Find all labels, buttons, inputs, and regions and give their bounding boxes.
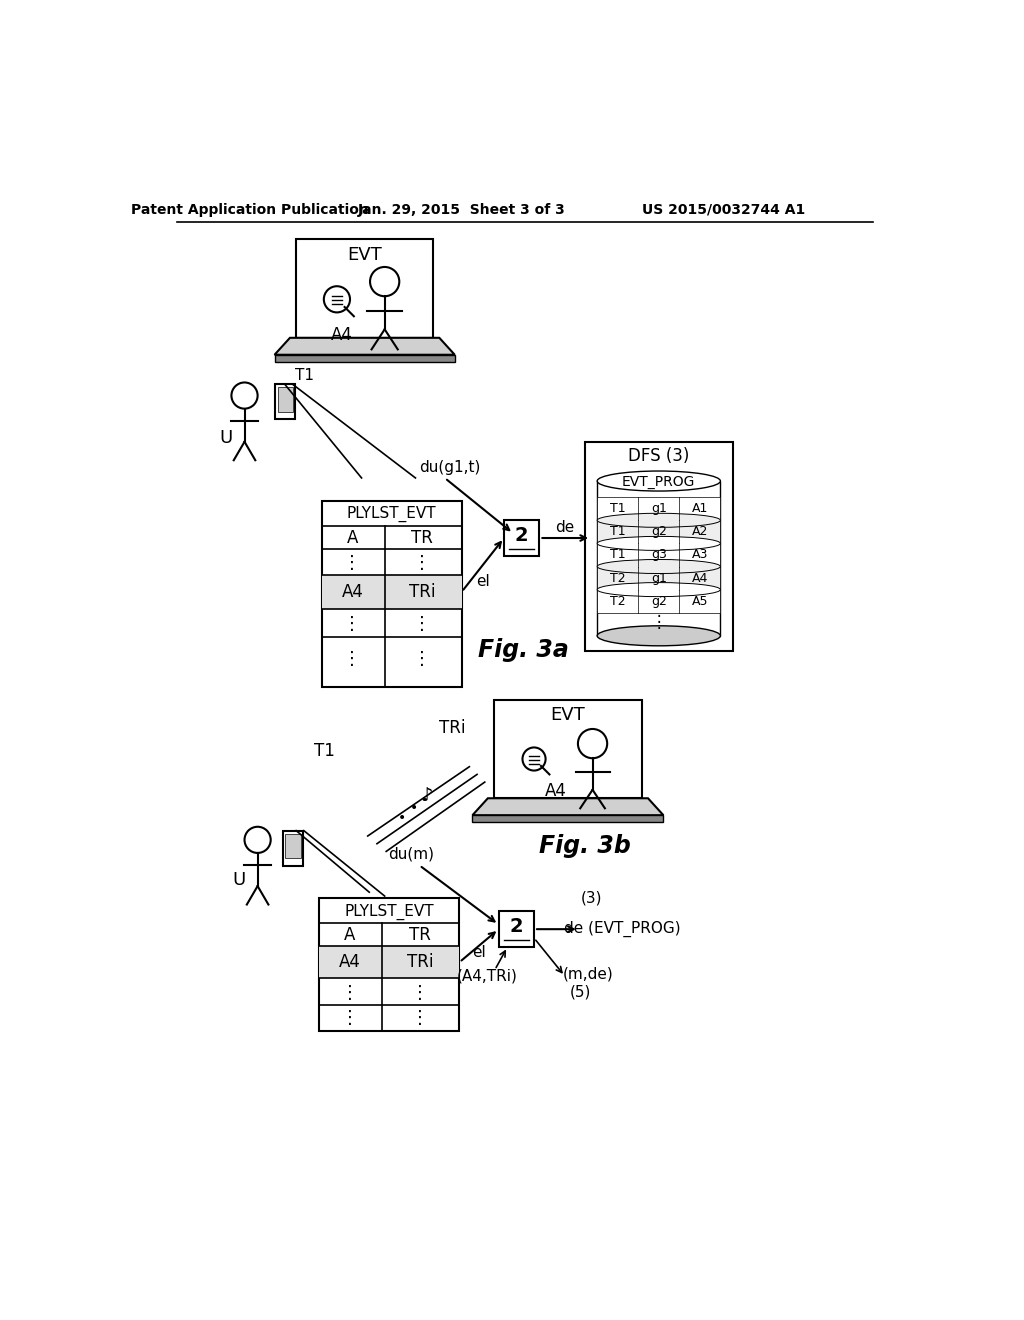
Text: du(m): du(m) — [389, 846, 434, 861]
Text: A: A — [347, 529, 358, 546]
Text: TR: TR — [410, 927, 431, 944]
Text: •: • — [397, 812, 406, 825]
Text: A4: A4 — [332, 326, 353, 345]
Text: EVT: EVT — [551, 706, 586, 725]
Bar — [504, 520, 540, 556]
Text: T1: T1 — [610, 502, 626, 515]
Bar — [597, 498, 720, 520]
Text: ⋮: ⋮ — [341, 1008, 359, 1027]
Bar — [278, 387, 293, 412]
Bar — [322, 576, 462, 609]
Text: DFS (3): DFS (3) — [628, 446, 689, 465]
Text: PLYLST_EVT: PLYLST_EVT — [347, 506, 436, 523]
Text: U: U — [219, 429, 232, 447]
Bar — [597, 480, 720, 636]
Text: •: • — [410, 800, 418, 814]
Text: ⋮: ⋮ — [414, 553, 431, 572]
Bar — [499, 911, 535, 946]
Bar — [597, 544, 720, 566]
Polygon shape — [472, 799, 664, 816]
Text: g1: g1 — [651, 572, 667, 585]
Text: 2: 2 — [515, 527, 528, 545]
Text: 2: 2 — [510, 917, 523, 936]
Bar — [597, 566, 720, 590]
Text: g2: g2 — [651, 594, 667, 607]
Bar — [286, 834, 301, 858]
Text: ⋮: ⋮ — [650, 612, 667, 631]
Bar — [275, 384, 295, 420]
Text: du(g1,t): du(g1,t) — [420, 461, 481, 475]
Text: A5: A5 — [691, 594, 709, 607]
Bar — [319, 946, 460, 978]
Text: T2: T2 — [610, 594, 626, 607]
Text: EVT_PROG: EVT_PROG — [623, 475, 695, 488]
Ellipse shape — [597, 513, 720, 527]
Text: ⋮: ⋮ — [414, 649, 431, 668]
Text: el: el — [472, 945, 485, 960]
Text: Fig. 3b: Fig. 3b — [539, 834, 631, 858]
Text: US 2015/0032744 A1: US 2015/0032744 A1 — [642, 203, 805, 216]
Text: U: U — [232, 871, 246, 888]
Text: Jan. 29, 2015  Sheet 3 of 3: Jan. 29, 2015 Sheet 3 of 3 — [357, 203, 565, 216]
Text: PLYLST_EVT: PLYLST_EVT — [344, 903, 434, 920]
Text: T2: T2 — [610, 572, 626, 585]
Text: el: el — [476, 574, 489, 590]
Text: A4: A4 — [341, 583, 364, 601]
Text: T1: T1 — [295, 368, 314, 383]
Bar — [472, 816, 664, 822]
Text: Patent Application Publication: Patent Application Publication — [131, 203, 369, 216]
Text: A2: A2 — [691, 525, 708, 539]
Text: A4: A4 — [691, 572, 708, 585]
Text: ⋮: ⋮ — [341, 985, 359, 1002]
Text: ⋮: ⋮ — [414, 615, 431, 634]
Ellipse shape — [597, 471, 720, 491]
Text: A: A — [344, 927, 355, 944]
Text: A1: A1 — [691, 502, 708, 515]
Text: ⋮: ⋮ — [343, 649, 361, 668]
Ellipse shape — [597, 582, 720, 597]
Ellipse shape — [597, 626, 720, 645]
Text: Fig. 3a: Fig. 3a — [478, 638, 568, 661]
Text: de (EVT_PROG): de (EVT_PROG) — [564, 921, 681, 937]
Text: TRi: TRi — [439, 719, 466, 737]
Text: (m,de): (m,de) — [562, 966, 613, 981]
Text: (3): (3) — [581, 890, 602, 906]
Text: ♪: ♪ — [421, 785, 433, 805]
Text: ⋮: ⋮ — [411, 1008, 429, 1027]
Bar — [494, 700, 642, 799]
Bar — [322, 502, 462, 688]
Text: T1: T1 — [610, 525, 626, 539]
Bar — [319, 899, 460, 1031]
Text: g2: g2 — [651, 525, 667, 539]
Text: ⋮: ⋮ — [411, 985, 429, 1002]
Text: TR: TR — [412, 529, 433, 546]
Text: g3: g3 — [651, 548, 667, 561]
Text: g1: g1 — [651, 502, 667, 515]
Ellipse shape — [597, 560, 720, 573]
Bar — [283, 830, 303, 866]
Text: EVT: EVT — [347, 246, 382, 264]
Text: A4: A4 — [339, 953, 361, 972]
Bar — [597, 520, 720, 544]
Text: (5): (5) — [569, 983, 591, 999]
Text: (A4,TRi): (A4,TRi) — [457, 969, 517, 983]
Text: ⋮: ⋮ — [343, 615, 361, 634]
Text: de: de — [556, 520, 574, 536]
Text: ⋮: ⋮ — [343, 553, 361, 572]
Text: T1: T1 — [610, 548, 626, 561]
Ellipse shape — [597, 536, 720, 550]
Text: A4: A4 — [545, 783, 566, 800]
Text: TRi: TRi — [407, 953, 433, 972]
Polygon shape — [274, 338, 455, 355]
Bar — [597, 590, 720, 612]
Bar — [296, 239, 433, 338]
Text: T1: T1 — [314, 742, 335, 760]
Text: A3: A3 — [691, 548, 708, 561]
Bar — [585, 442, 733, 651]
Bar — [274, 355, 455, 362]
Text: TRi: TRi — [410, 583, 435, 601]
